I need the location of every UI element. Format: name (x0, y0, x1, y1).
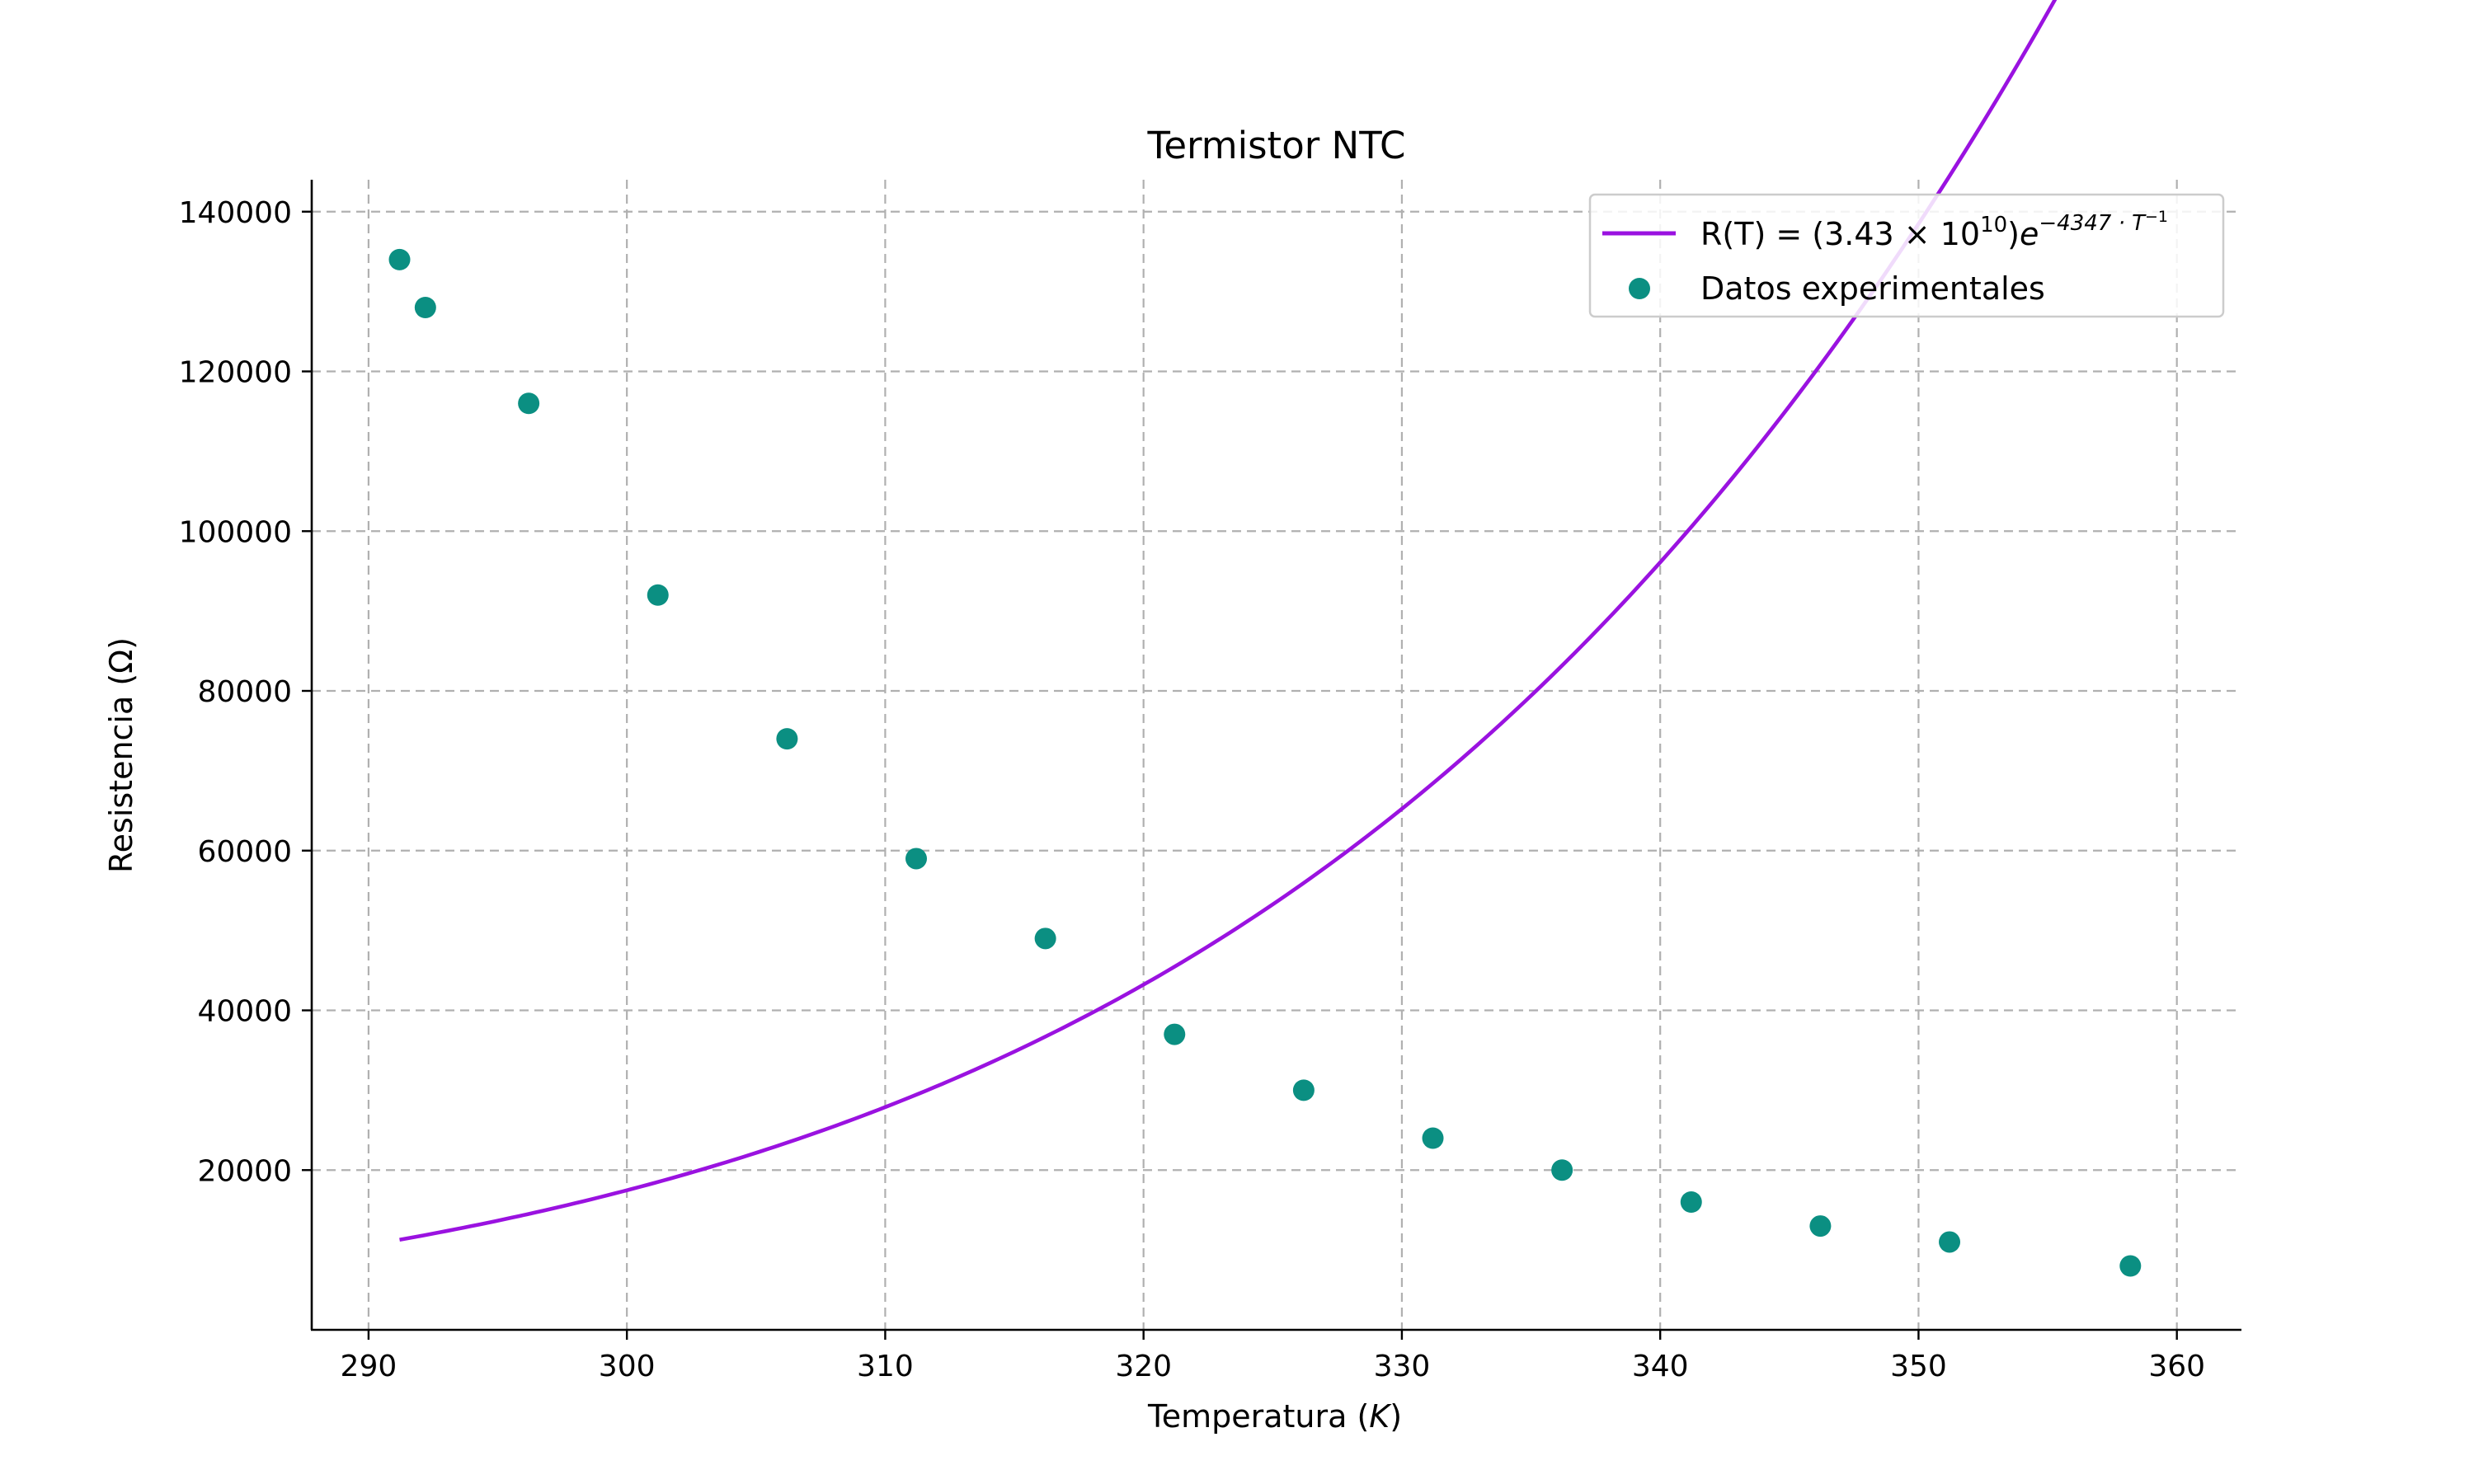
legend: R(T) = (3.43 × 1010)e−4347 · T−1 Datos e… (1588, 193, 2225, 318)
x-tick-label: 340 (1632, 1350, 1689, 1383)
fit-curve-layer (399, 0, 2058, 1242)
x-tick-label: 310 (857, 1350, 914, 1383)
data-point (1422, 1127, 1444, 1149)
data-point (647, 584, 669, 606)
y-tick-label: 80000 (197, 675, 292, 709)
legend-box (1588, 193, 2225, 318)
y-tick-label: 20000 (197, 1154, 292, 1188)
y-tick-label: 40000 (197, 995, 292, 1029)
data-point (1292, 1079, 1315, 1101)
data-point (776, 728, 798, 750)
data-point (1164, 1023, 1186, 1045)
y-tick-label: 140000 (179, 196, 292, 230)
x-tick-label: 320 (1115, 1350, 1172, 1383)
y-axis-label: Resistencia (Ω) (103, 637, 139, 873)
x-tick-label: 290 (341, 1350, 397, 1383)
y-tick-label: 120000 (179, 356, 292, 390)
x-tick-label: 360 (2148, 1350, 2205, 1383)
gridlines (312, 180, 2241, 1330)
y-tick-label: 100000 (179, 515, 292, 549)
data-point (1551, 1159, 1573, 1181)
fit-curve (399, 0, 2058, 1242)
data-point (2119, 1255, 2142, 1277)
data-points (388, 248, 2142, 1277)
x-tick-label: 330 (1374, 1350, 1431, 1383)
legend-data-swatch (1629, 278, 1650, 299)
chart-title: Termistor NTC (1147, 124, 1406, 167)
y-axis-ticks: 20000 40000 60000 80000 100000 120000 140000 (179, 196, 312, 1188)
data-point (905, 848, 928, 870)
x-axis-ticks: 290 300 310 320 330 340 350 360 (341, 1330, 2205, 1383)
x-axis-label: Temperatura (K) (1147, 1398, 1402, 1435)
x-tick-label: 300 (599, 1350, 656, 1383)
data-point (1939, 1231, 1961, 1253)
data-point (1034, 928, 1056, 950)
legend-data-label: Datos experimentales (1700, 270, 2045, 307)
data-point (388, 248, 411, 270)
data-point (1680, 1191, 1702, 1213)
data-point (1809, 1215, 1832, 1237)
y-tick-label: 60000 (197, 835, 292, 869)
x-tick-label: 350 (1890, 1350, 1947, 1383)
data-point (414, 297, 436, 318)
legend-fit-label: R(T) = (3.43 × 1010)e−4347 · T−1 (1700, 208, 2168, 252)
data-point (518, 392, 540, 415)
